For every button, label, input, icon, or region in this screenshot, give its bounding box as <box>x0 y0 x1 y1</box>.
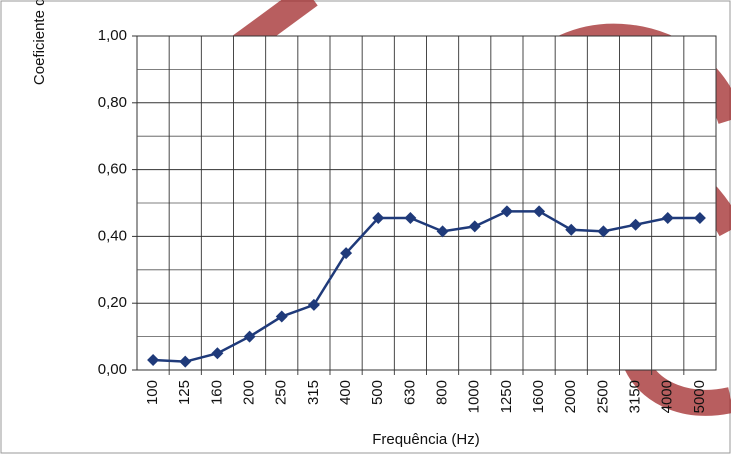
data-point <box>275 310 288 323</box>
x-tick-label: 100 <box>144 380 161 405</box>
x-tick-label: 1000 <box>466 380 483 413</box>
x-tick-label: 1600 <box>530 380 547 413</box>
y-tick-label: 0,80 <box>98 94 127 111</box>
x-tick-label: 400 <box>337 380 354 405</box>
data-point <box>243 330 256 343</box>
y-axis-label: Coeficiente de absorção (αₛ) <box>31 0 48 85</box>
x-tick-label: 500 <box>369 380 386 405</box>
x-tick-label: 200 <box>241 380 258 405</box>
data-point <box>340 247 353 260</box>
data-point <box>500 205 513 218</box>
data-point <box>533 205 546 218</box>
data-point <box>661 212 674 225</box>
data-point <box>436 225 449 238</box>
x-tick-label: 5000 <box>691 380 708 413</box>
x-tick-label: 315 <box>305 380 322 405</box>
x-tick-label: 125 <box>176 380 193 405</box>
x-tick-label: 250 <box>273 380 290 405</box>
data-point <box>307 298 320 311</box>
data-point <box>629 218 642 231</box>
data-point <box>404 212 417 225</box>
data-point <box>211 347 224 360</box>
data-point <box>147 353 160 366</box>
x-tick-label: 2500 <box>594 380 611 413</box>
data-point <box>179 355 192 368</box>
x-tick-label: 1250 <box>498 380 515 413</box>
y-tick-label: 0,20 <box>98 294 127 311</box>
x-tick-label: 2000 <box>562 380 579 413</box>
x-tick-label: 160 <box>208 380 225 405</box>
data-point <box>565 223 578 236</box>
data-point <box>597 225 610 238</box>
x-axis-label: Frequência (Hz) <box>372 431 480 448</box>
y-tick-label: 0,40 <box>98 227 127 244</box>
series-line <box>153 210 700 363</box>
y-tick-label: 0,00 <box>98 361 127 378</box>
x-tick-label: 800 <box>434 380 451 405</box>
x-tick-label: 3150 <box>627 380 644 413</box>
data-point <box>693 212 706 225</box>
x-tick-label: 4000 <box>659 380 676 413</box>
y-tick-label: 1,00 <box>98 27 127 44</box>
x-tick-label: 630 <box>401 380 418 405</box>
data-point <box>372 212 385 225</box>
y-tick-label: 0,60 <box>98 161 127 178</box>
data-point <box>468 220 481 233</box>
